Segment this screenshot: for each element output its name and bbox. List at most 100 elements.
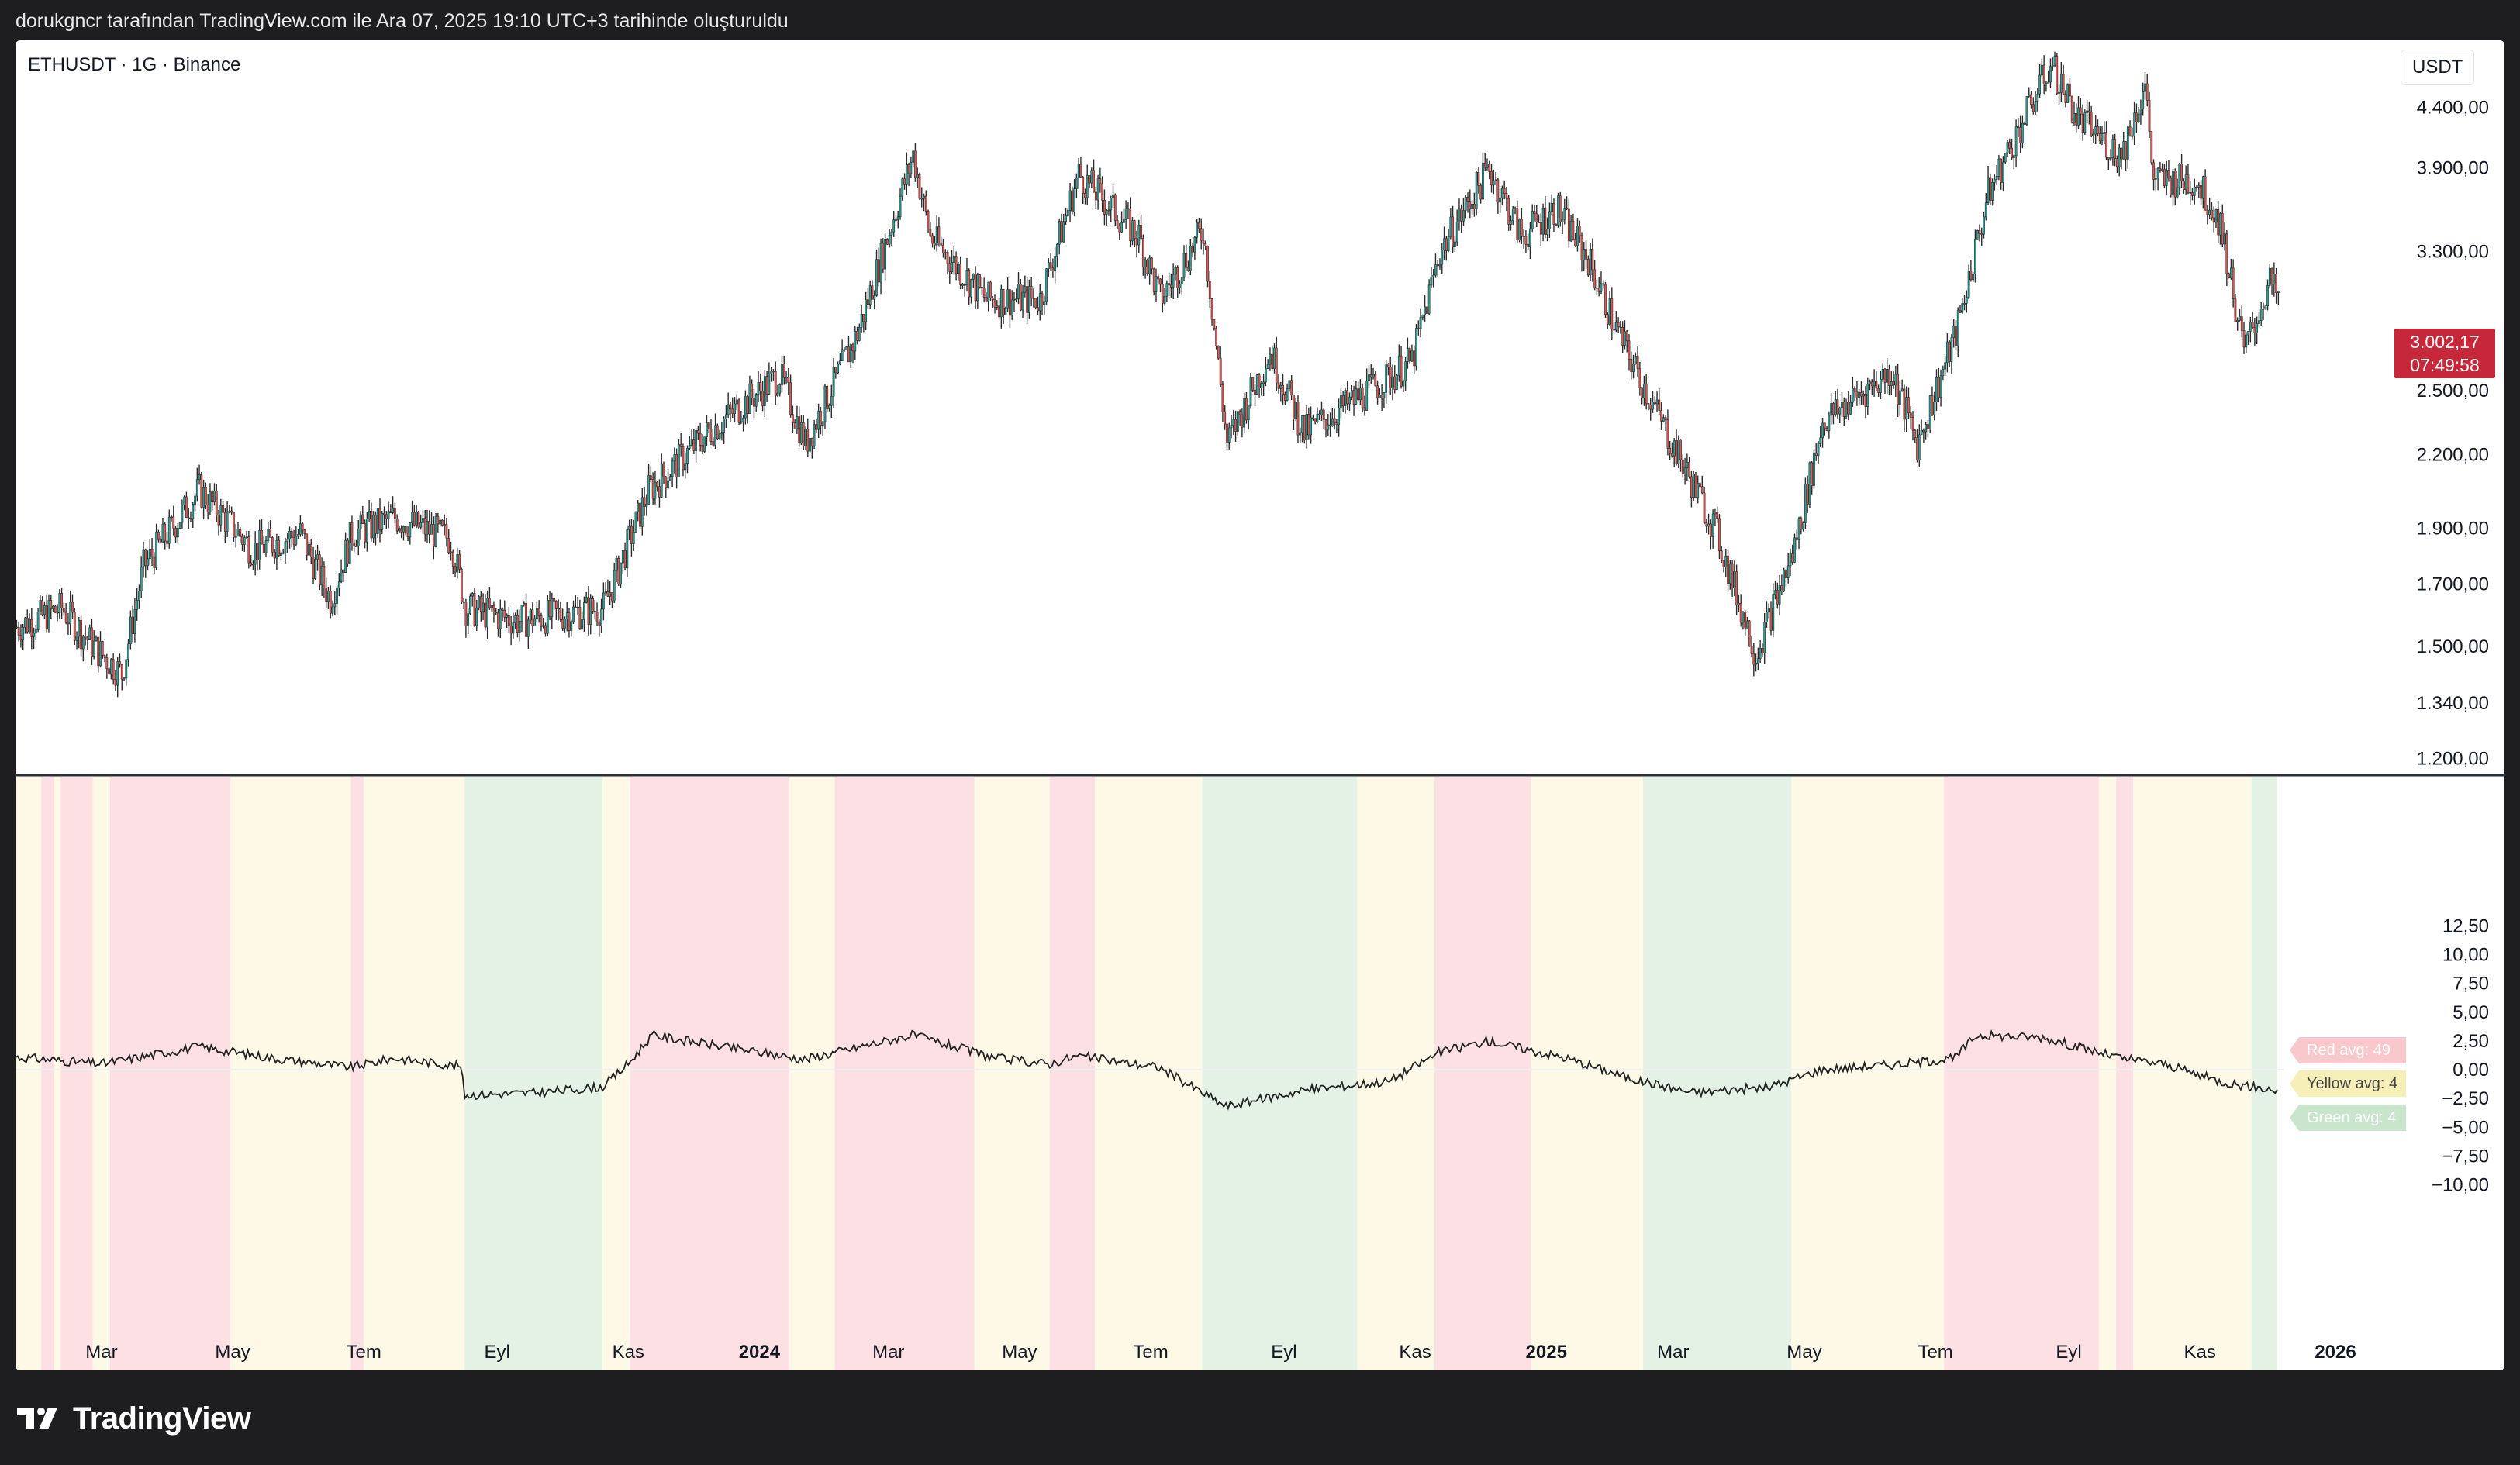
candle-body [24,617,26,628]
candle [920,187,923,208]
candle [1903,384,1906,433]
candle-body [273,551,276,559]
candle-body [1058,221,1061,245]
oscillator-axis[interactable]: 12,5010,007,505,002,500,00−2,50−5,00−7,5… [2432,915,2489,1195]
candle [376,508,379,538]
candle [1763,612,1766,664]
candle-body [572,606,575,622]
candle-body [402,526,405,533]
candle [1140,214,1142,240]
candle [103,654,106,663]
candle-body [2064,94,2067,103]
candle-body [52,605,54,609]
candle-body [1410,350,1414,362]
candle [174,526,177,543]
candle [1931,386,1934,416]
candle [157,529,160,543]
candle-body [1983,216,1985,235]
candle [1918,424,1921,468]
price-axis[interactable]: 5.200,004.400,003.900,003.300,002.500,00… [2417,40,2489,769]
candle-body [1200,228,1203,241]
candle [1093,159,1095,193]
candle [2142,82,2145,116]
candle [559,602,562,622]
candle [1600,271,1603,295]
candle-body [1931,395,1934,415]
candle [1004,306,1007,316]
candle [901,177,904,201]
candle-body [1320,409,1323,415]
candle-body [1694,474,1697,498]
candle-body [1987,177,1990,203]
candle-body [868,285,872,305]
candle-body [793,422,796,429]
candle-body [495,612,498,614]
candle [1445,236,1448,261]
candle [782,355,785,385]
candle-body [976,274,979,302]
candle-body [1129,208,1132,242]
candle [1608,291,1611,326]
candle-body [78,620,81,636]
candle-body [1875,381,1878,389]
candle [261,519,263,545]
time-axis[interactable]: Mar May Tem Eyl Kas 2024 Mar May Tem Eyl Kas 2025 Ma… [85,1342,2356,1363]
candle [159,536,162,543]
chart-container[interactable]: 5.200,004.400,003.900,003.300,002.500,00… [16,40,2504,1370]
candle-body [533,618,537,626]
candle [668,474,671,481]
candle-body [2172,171,2174,196]
candle [2042,55,2045,95]
candle-body [737,399,740,423]
candle-body [662,463,665,477]
candle-body [1836,399,1839,415]
candle [598,618,601,637]
chart-canvas[interactable]: 5.200,004.400,003.900,003.300,002.500,00… [16,40,2504,1370]
candle-body [1202,240,1205,244]
candle [826,385,829,412]
candle [1301,415,1303,443]
candle-body [2214,209,2218,223]
candle [1511,205,1514,226]
candle-body [2021,122,2024,143]
candle-body [2159,167,2162,171]
candle-body [327,591,330,602]
candle [316,544,319,571]
candle [1174,265,1177,281]
candle [1585,239,1587,270]
candle-body [2223,233,2226,245]
candle [1653,396,1656,405]
candle-body [2098,133,2101,142]
candle [1084,188,1086,205]
candle [948,256,951,284]
candle [996,300,999,311]
candle [1853,386,1856,402]
candle-body [1045,268,1048,302]
candle-body [1464,197,1467,211]
candle [2211,202,2213,221]
candle-body [701,445,704,452]
candle [1591,238,1594,282]
candle [434,512,437,548]
candle [1434,253,1437,278]
tradingview-brand[interactable]: TradingView [17,1401,251,1436]
candle-body [806,429,810,452]
candle [273,549,276,565]
candle [1389,357,1392,395]
candle-body [774,371,777,396]
candle-body [757,382,760,395]
candle [375,511,377,546]
candle-body [1193,236,1196,253]
candle [1441,243,1444,274]
candle [1766,601,1768,628]
candle-body [215,490,218,515]
currency-button[interactable]: USDT [2401,50,2475,85]
candle [2212,206,2215,233]
candle [1641,387,1644,405]
candle [1279,381,1282,402]
candle-body [606,591,609,597]
candle-body [1499,198,1502,203]
symbol-legend[interactable]: ETHUSDT · 1G · Binance [28,54,241,75]
candle [411,500,413,529]
candle [793,419,796,430]
